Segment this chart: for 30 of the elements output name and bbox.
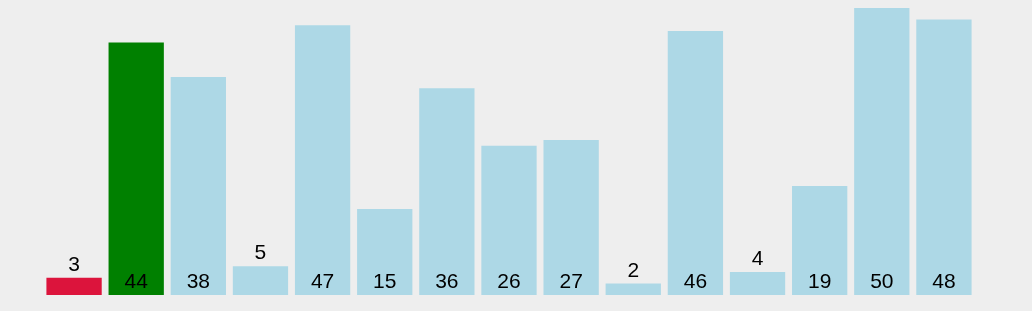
bar — [357, 208, 413, 295]
data-label: 27 — [559, 269, 583, 292]
bar — [605, 283, 661, 295]
data-label: 47 — [310, 269, 335, 292]
data-label: 3 — [68, 251, 80, 275]
bar — [854, 8, 910, 295]
bar — [729, 272, 786, 295]
bar — [667, 30, 724, 295]
bar — [170, 76, 226, 295]
bar — [108, 42, 164, 295]
data-label: 44 — [124, 269, 149, 292]
data-label: 46 — [683, 269, 708, 292]
bar — [792, 185, 848, 295]
data-label: 38 — [186, 269, 211, 292]
data-label: 5 — [254, 240, 267, 264]
data-label: 50 — [870, 269, 894, 292]
data-label: 48 — [932, 269, 956, 292]
bar — [232, 266, 289, 295]
data-label: 26 — [497, 269, 521, 292]
data-label: 4 — [751, 246, 764, 270]
data-label: 2 — [627, 257, 640, 281]
bar — [419, 88, 475, 295]
data-label: 15 — [373, 269, 397, 292]
bar — [294, 25, 351, 295]
bar — [543, 140, 599, 295]
data-label: 19 — [807, 269, 832, 292]
data-label: 36 — [435, 269, 459, 292]
bar — [46, 277, 102, 295]
bar — [481, 145, 537, 295]
bar — [916, 19, 972, 295]
